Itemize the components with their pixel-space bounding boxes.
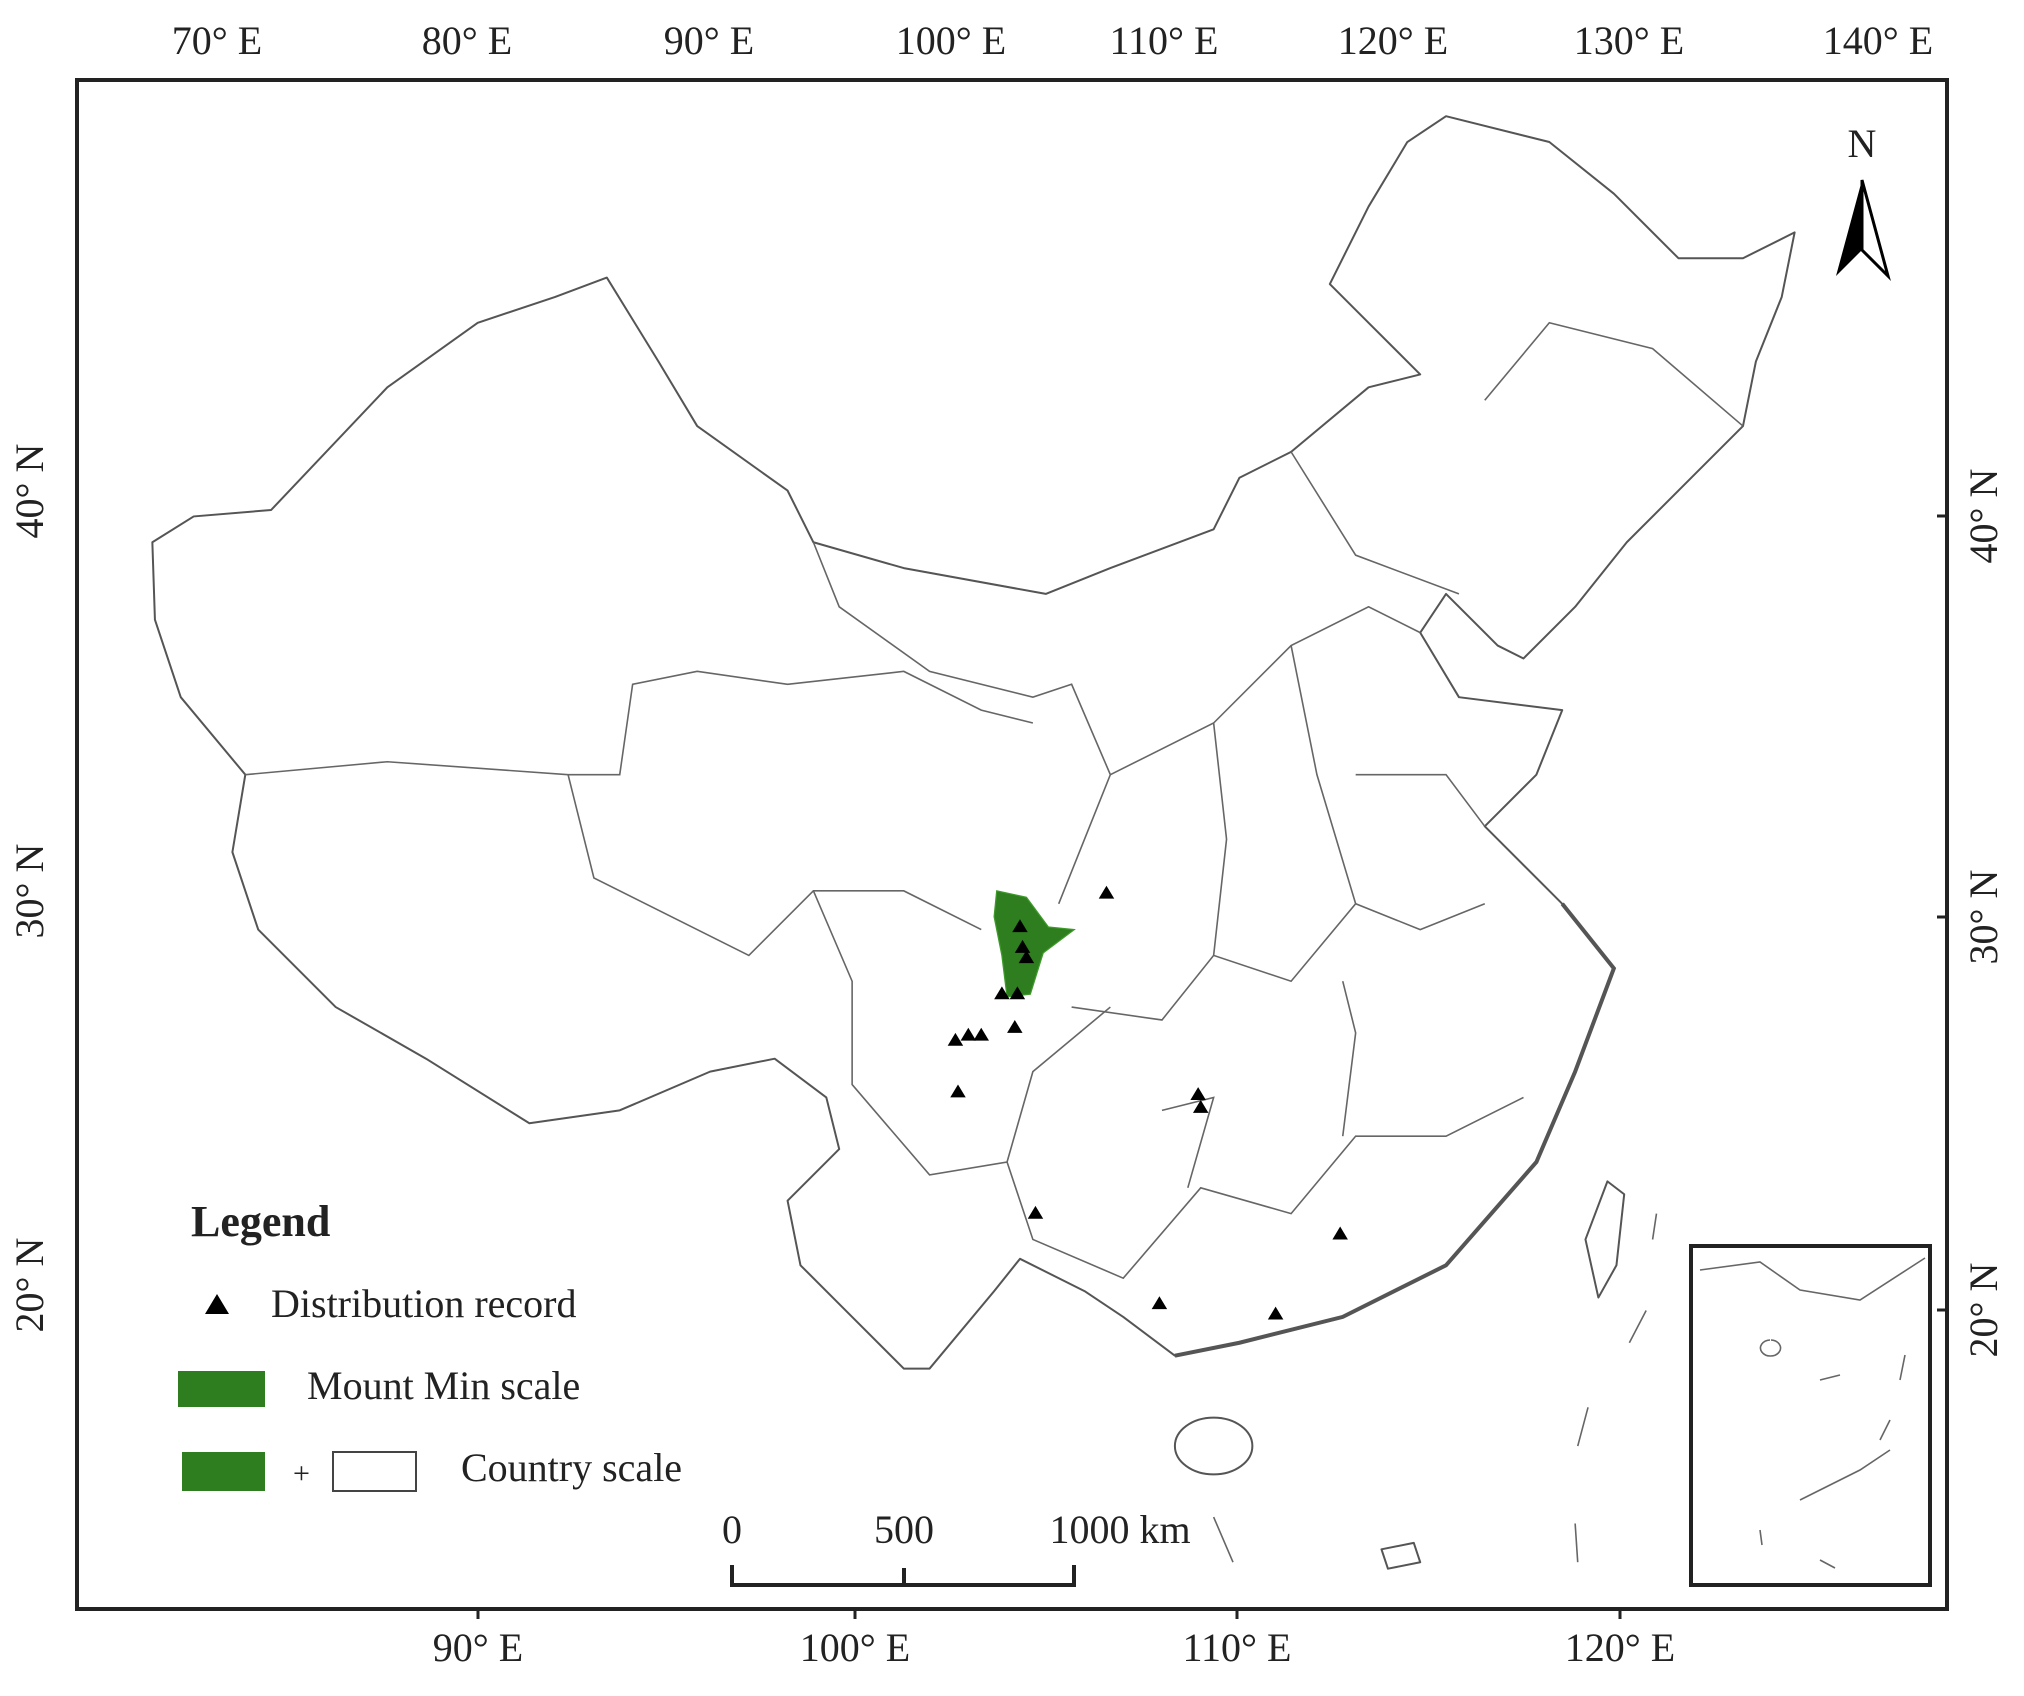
top-tick-label: 120° E xyxy=(1338,18,1448,63)
island xyxy=(1381,1543,1420,1569)
nine-dash xyxy=(1214,1214,1657,1563)
country-outline xyxy=(152,116,1794,1368)
top-tick-label: 140° E xyxy=(1823,18,1933,63)
bottom-tick-label: 90° E xyxy=(433,1625,523,1670)
left-tick-label: 30° N xyxy=(7,844,52,939)
legend-label: Mount Min scale xyxy=(307,1363,580,1408)
top-tick-label: 80° E xyxy=(422,18,512,63)
bottom-tick-label: 120° E xyxy=(1565,1625,1675,1670)
north-label: N xyxy=(1848,121,1877,166)
north-arrow xyxy=(1836,180,1862,276)
legend-swatch xyxy=(182,1452,265,1491)
province-borders xyxy=(245,323,1743,1278)
legend-title: Legend xyxy=(191,1197,330,1246)
scale-label: 0 xyxy=(722,1507,742,1552)
legend-label: Distribution record xyxy=(271,1281,577,1326)
map-frame xyxy=(75,78,1949,1611)
right-tick-label: 20° N xyxy=(1961,1263,2006,1358)
left-tick-label: 40° N xyxy=(7,444,52,539)
scale-label: 1000 km xyxy=(1049,1507,1190,1552)
mount-min-area xyxy=(993,890,1076,998)
scale-label: 500 xyxy=(874,1507,934,1552)
left-tick-label: 20° N xyxy=(7,1238,52,1333)
distribution-records xyxy=(947,885,1348,1320)
top-tick-label: 70° E xyxy=(172,18,262,63)
china-map xyxy=(152,116,1794,1568)
inset-map xyxy=(1700,1258,1925,1568)
top-tick-label: 100° E xyxy=(896,18,1006,63)
legend-swatch xyxy=(332,1451,417,1492)
taiwan xyxy=(1585,1181,1624,1297)
right-tick-label: 30° N xyxy=(1961,870,2006,965)
hainan xyxy=(1175,1418,1252,1475)
scale-bar xyxy=(730,1565,1076,1587)
legend-plus: + xyxy=(293,1457,310,1490)
bottom-tick-label: 110° E xyxy=(1183,1625,1292,1670)
top-tick-label: 90° E xyxy=(664,18,754,63)
legend-label: Country scale xyxy=(461,1445,682,1490)
inset-frame xyxy=(1689,1244,1932,1587)
right-tick-label: 40° N xyxy=(1961,469,2006,564)
legend-swatch xyxy=(178,1371,265,1407)
legend-triangle xyxy=(205,1294,229,1314)
north-arrow xyxy=(1860,179,1891,282)
top-tick-label: 110° E xyxy=(1110,18,1219,63)
coastline xyxy=(1175,904,1614,1356)
top-tick-label: 130° E xyxy=(1574,18,1684,63)
bottom-tick-label: 100° E xyxy=(800,1625,910,1670)
